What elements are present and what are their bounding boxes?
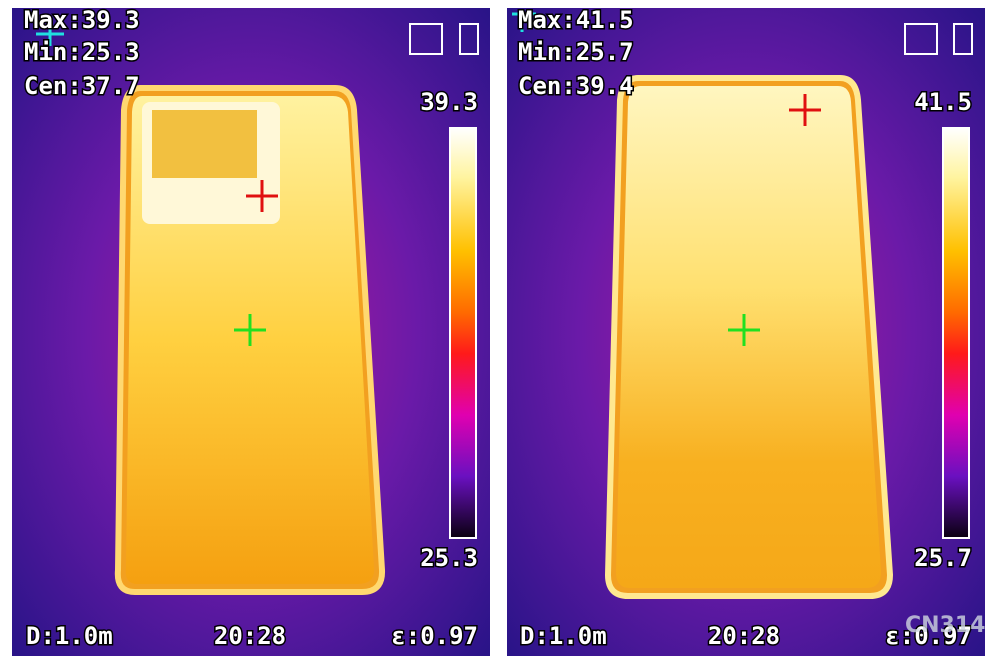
max-label: Max:39.3 bbox=[24, 6, 140, 34]
watermark: CN314 bbox=[905, 613, 985, 638]
color-scale bbox=[942, 127, 970, 539]
color-scale bbox=[449, 127, 477, 539]
scale-max: 41.5 bbox=[914, 88, 972, 116]
scale-max: 39.3 bbox=[420, 88, 478, 116]
max-marker bbox=[789, 94, 821, 126]
center-label: Cen:39.4 bbox=[518, 72, 634, 100]
panel-left: Max:39.3 Min:25.3 Cen:37.7 39.3 25.3 D:1… bbox=[12, 5, 490, 656]
min-marker bbox=[512, 10, 536, 32]
center-label: Cen:37.7 bbox=[24, 72, 140, 100]
distance: D:1.0m bbox=[520, 622, 607, 650]
unit-icon bbox=[409, 23, 443, 55]
max-label: Max:41.5 bbox=[518, 6, 634, 34]
unit-icon bbox=[904, 23, 938, 55]
scale-min: 25.3 bbox=[420, 544, 478, 572]
center-marker bbox=[728, 314, 760, 346]
camera-lens bbox=[152, 110, 257, 178]
emissivity: ε:0.97 bbox=[391, 622, 478, 650]
distance: D:1.0m bbox=[26, 622, 113, 650]
time: 20:28 bbox=[708, 622, 780, 650]
min-marker bbox=[36, 22, 64, 46]
panel-right: Max:41.5 Min:25.7 Cen:39.4 41.5 25.7 D:1… bbox=[507, 5, 985, 656]
max-marker bbox=[246, 180, 278, 212]
time: 20:28 bbox=[214, 622, 286, 650]
battery-icon bbox=[953, 23, 973, 55]
min-label: Min:25.7 bbox=[518, 38, 634, 66]
min-label: Min:25.3 bbox=[24, 38, 140, 66]
battery-icon bbox=[459, 23, 479, 55]
scale-min: 25.7 bbox=[914, 544, 972, 572]
phone-body bbox=[616, 86, 881, 588]
emissivity: ε:0.97 bbox=[885, 622, 972, 650]
center-marker bbox=[234, 314, 266, 346]
